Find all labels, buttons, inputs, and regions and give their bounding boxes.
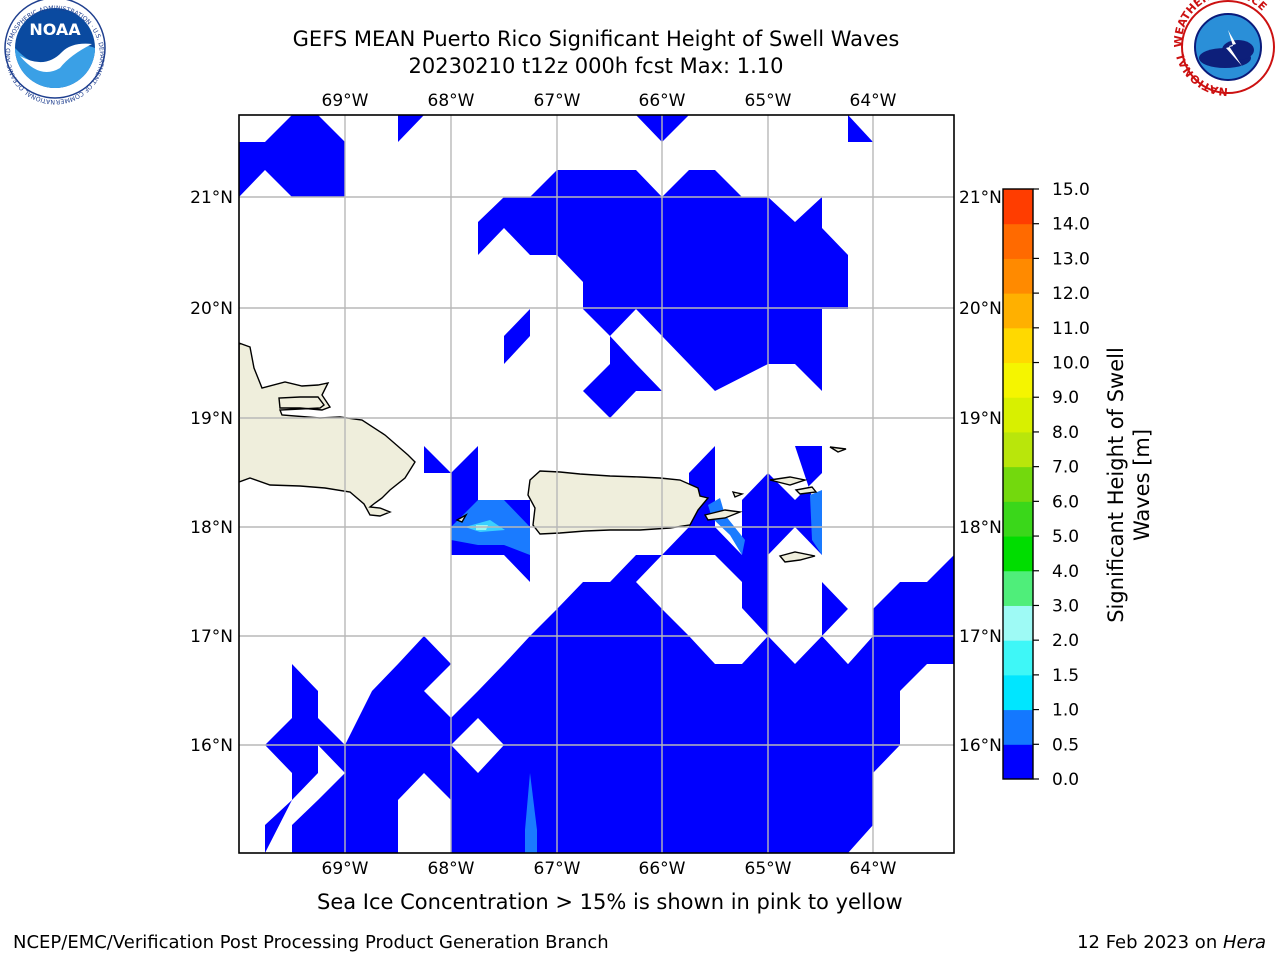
lon-label: 65°W [745, 859, 792, 879]
noaa-logo-text: NOAA [29, 20, 81, 39]
lon-label: 69°W [322, 91, 369, 111]
colorbar-tick-label: 5.0 [1052, 527, 1079, 547]
lon-labels-bottom: 69°W 68°W 67°W 66°W 65°W 64°W [322, 859, 897, 879]
colorbar-segment [1003, 605, 1033, 641]
colorbar-segment [1003, 431, 1033, 468]
lat-labels-right: 21°N 20°N 19°N 18°N 17°N 16°N [959, 188, 1002, 756]
lat-label: 18°N [190, 518, 233, 538]
lon-label: 64°W [850, 91, 897, 111]
colorbar-tick-label: 12.0 [1052, 284, 1090, 304]
colorbar-tick-label: 7.0 [1052, 458, 1079, 478]
colorbar-segment [1003, 397, 1033, 433]
colorbar-segment [1003, 258, 1033, 294]
colorbar-tick-label: 8.0 [1052, 423, 1079, 443]
lon-label: 67°W [534, 91, 581, 111]
colorbar-segment [1003, 674, 1033, 711]
lat-label: 19°N [959, 409, 1002, 429]
colorbar-segment [1003, 223, 1033, 259]
lat-labels-left: 21°N 20°N 19°N 18°N 17°N 16°N [190, 188, 233, 756]
lat-label: 21°N [190, 188, 233, 208]
lon-label: 65°W [745, 91, 792, 111]
colorbar-segment [1003, 501, 1033, 537]
map-frame [238, 114, 955, 854]
lon-label: 68°W [428, 91, 475, 111]
colorbar-tick-label: 0.5 [1052, 735, 1079, 755]
lon-label: 66°W [639, 91, 686, 111]
colorbar-tick-label: 10.0 [1052, 354, 1090, 374]
lat-label: 21°N [959, 188, 1002, 208]
lat-label: 16°N [190, 736, 233, 756]
colorbar: 0.0 0.5 1.0 1.5 2.0 3.0 4.0 5.0 6.0 7.0 8.0 9.0 10.0… [1002, 180, 1090, 790]
colorbar-segment [1003, 327, 1033, 364]
colorbar-tick-label: 15.0 [1052, 180, 1090, 200]
colorbar-tick-label: 1.5 [1052, 666, 1079, 686]
colorbar-segment [1003, 570, 1033, 606]
chart-subtitle: 20230210 t12z 000h fcst Max: 1.10 [408, 54, 784, 78]
colorbar-tick-label: 4.0 [1052, 562, 1079, 582]
graticule [239, 115, 954, 853]
colorbar-tick-label: 2.0 [1052, 631, 1079, 651]
chart-title: GEFS MEAN Puerto Rico Significant Height… [292, 27, 900, 51]
footer-date-text: 12 Feb 2023 on [1077, 932, 1223, 953]
colorbar-tick-label: 9.0 [1052, 388, 1079, 408]
footer-date: 12 Feb 2023 on Hera [1077, 932, 1266, 953]
colorbar-segment [1003, 189, 1033, 225]
colorbar-segment [1003, 362, 1033, 398]
colorbar-tick-label: 11.0 [1052, 319, 1090, 339]
lon-label: 67°W [534, 859, 581, 879]
lat-label: 20°N [959, 299, 1002, 319]
noaa-logo: NOAA NATIONAL OCEANIC AND ATMOSPHERIC AD… [0, 0, 106, 105]
lon-label: 69°W [322, 859, 369, 879]
lat-label: 17°N [959, 627, 1002, 647]
colorbar-frame [1002, 188, 1034, 780]
colorbar-tick-label: 1.0 [1052, 701, 1079, 721]
colorbar-label-line1: Significant Height of Swell [1104, 347, 1128, 623]
colorbar-segment [1003, 744, 1033, 780]
colorbar-label-line2: Waves [m] [1130, 429, 1154, 541]
lon-labels-top: 69°W 68°W 67°W 66°W 65°W 64°W [322, 91, 897, 111]
lon-label: 66°W [639, 859, 686, 879]
lat-label: 20°N [190, 299, 233, 319]
lon-label: 64°W [850, 859, 897, 879]
colorbar-segment [1003, 640, 1033, 676]
colorbar-tick-label: 3.0 [1052, 596, 1079, 616]
footer-branch: NCEP/EMC/Verification Post Processing Pr… [13, 932, 609, 953]
colorbar-segment [1003, 466, 1033, 502]
lon-label: 68°W [428, 859, 475, 879]
lat-label: 19°N [190, 409, 233, 429]
colorbar-tick-label: 14.0 [1052, 215, 1090, 235]
colorbar-segment [1003, 709, 1033, 745]
colorbar-tick-label: 0.0 [1052, 770, 1079, 790]
colorbar-segment [1003, 293, 1033, 329]
lat-label: 16°N [959, 736, 1002, 756]
footer-machine: Hera [1222, 932, 1266, 953]
nws-logo: NATIONAL WEATHER SERVICE [1172, 0, 1278, 98]
lat-label: 17°N [190, 627, 233, 647]
lat-label: 18°N [959, 518, 1002, 538]
colorbar-segment [1003, 536, 1033, 572]
colorbar-tick-label: 13.0 [1052, 249, 1090, 269]
colorbar-tick-label: 6.0 [1052, 492, 1079, 512]
map-area [239, 115, 954, 853]
land-masses [239, 342, 847, 563]
